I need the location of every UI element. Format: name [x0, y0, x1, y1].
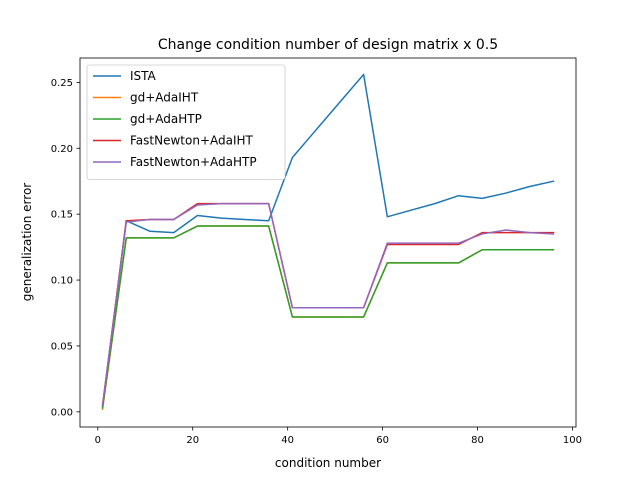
x-axis-label: condition number — [275, 456, 381, 470]
x-tick-label: 80 — [471, 435, 484, 446]
y-axis-label: generalization error — [20, 183, 34, 302]
series-line-3 — [101, 225, 555, 409]
legend: ISTA gd+AdaIHT gd+AdaHTP FastNewton+AdaIHT F… — [86, 64, 286, 180]
axes-frame — [79, 57, 577, 428]
y-tick-label: 0.15 — [51, 210, 73, 221]
series-line-1 — [101, 73, 555, 408]
legend-label-3: gd+AdaHTP — [130, 112, 202, 126]
legend-label-1: ISTA — [130, 69, 157, 83]
legend-box — [86, 64, 286, 180]
x-tick-label: 20 — [186, 435, 199, 446]
series-line-5 — [101, 202, 555, 407]
plot-area: 0 20 40 60 80 100 0.00 0.05 0.10 0.15 0.20 0.25 ISTA… — [51, 57, 582, 446]
x-tick-label: 40 — [281, 435, 294, 446]
x-tick-label: 100 — [563, 435, 582, 446]
x-tick-label: 0 — [95, 435, 101, 446]
y-tick-label: 0.10 — [51, 276, 73, 287]
y-tick-label: 0.00 — [51, 407, 73, 418]
x-tick-label: 60 — [376, 435, 389, 446]
legend-label-2: gd+AdaIHT — [130, 91, 199, 105]
chart-title: Change condition number of design matrix… — [158, 37, 498, 53]
legend-label-4: FastNewton+AdaIHT — [130, 134, 254, 148]
y-tick-label: 0.25 — [51, 78, 73, 89]
y-tick-label: 0.05 — [51, 341, 73, 352]
legend-label-5: FastNewton+AdaHTP — [130, 155, 257, 169]
y-tick-label: 0.20 — [51, 144, 73, 155]
